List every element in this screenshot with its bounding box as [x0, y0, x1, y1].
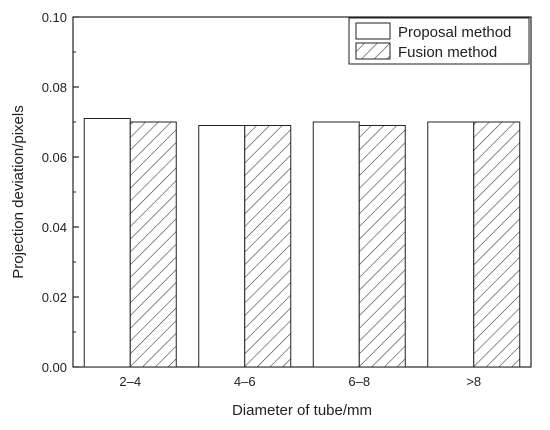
x-tick-label: 4–6 — [234, 374, 256, 389]
y-tick-label: 0.06 — [42, 150, 67, 165]
bar-proposal-method — [198, 125, 246, 368]
legend: Proposal method Fusion method — [348, 17, 530, 65]
y-tick-label: 0.10 — [42, 10, 67, 25]
legend-swatch-proposal — [355, 22, 391, 40]
y-tick-label: 0.04 — [42, 220, 67, 235]
bar-proposal-method — [83, 118, 131, 368]
bar-proposal-method — [312, 121, 360, 368]
bar-fusion-method — [473, 121, 521, 368]
bar-proposal-method — [427, 121, 475, 368]
bar-fusion-method — [244, 125, 292, 368]
y-tick-label: 0.08 — [42, 80, 67, 95]
legend-label-proposal: Proposal method — [398, 24, 511, 41]
bars — [83, 118, 521, 368]
y-axis-label: Projection deviation/pixels — [10, 105, 27, 278]
bar-fusion-method — [129, 121, 177, 368]
x-axis-label: Diameter of tube/mm — [232, 402, 372, 419]
x-tick-label: 6–8 — [348, 374, 370, 389]
y-tick-label: 0.02 — [42, 290, 67, 305]
x-tick-label: 2–4 — [119, 374, 141, 389]
legend-swatch-fusion — [355, 42, 391, 60]
y-tick-label: 0.00 — [42, 360, 67, 375]
y-axis: 0.00 0.02 0.04 0.06 0.08 0.10 — [42, 10, 79, 375]
bar-fusion-method — [358, 125, 406, 368]
legend-label-fusion: Fusion method — [398, 44, 497, 61]
x-tick-label: >8 — [466, 374, 481, 389]
